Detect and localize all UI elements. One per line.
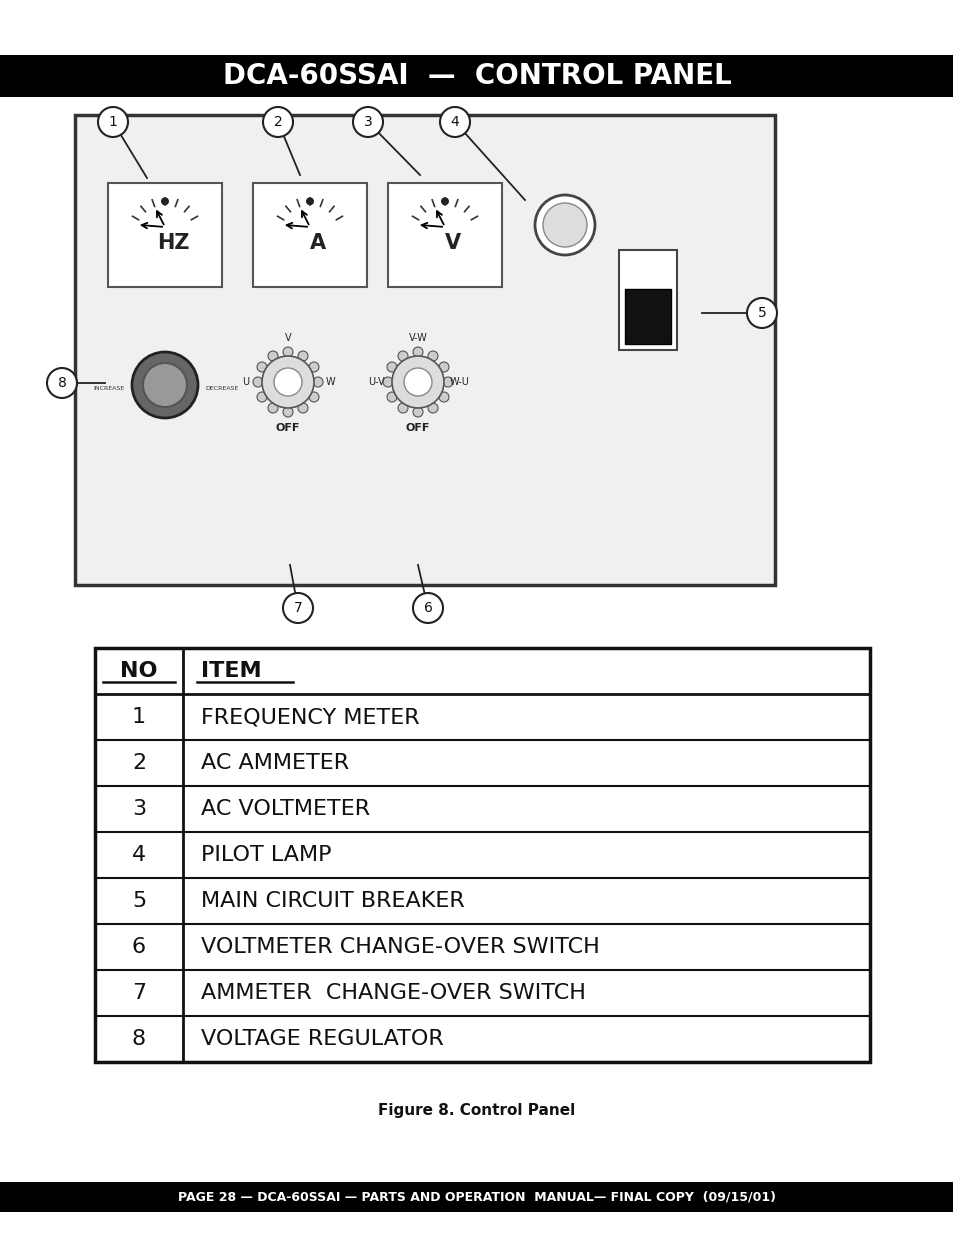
Circle shape — [440, 198, 449, 205]
Circle shape — [274, 368, 302, 396]
Text: 4: 4 — [132, 845, 146, 864]
Circle shape — [442, 377, 453, 387]
Bar — [253, 183, 367, 287]
Circle shape — [297, 351, 308, 361]
Text: W: W — [325, 377, 335, 387]
Bar — [618, 249, 677, 350]
Bar — [75, 115, 774, 585]
Text: AC AMMETER: AC AMMETER — [201, 753, 349, 773]
Text: DECREASE: DECREASE — [205, 385, 238, 390]
Text: 7: 7 — [294, 601, 302, 615]
Circle shape — [283, 408, 293, 417]
Circle shape — [297, 403, 308, 412]
Circle shape — [535, 195, 595, 254]
Circle shape — [413, 347, 422, 357]
Text: V: V — [444, 233, 460, 253]
Circle shape — [428, 351, 437, 361]
Circle shape — [353, 107, 382, 137]
Text: DCA-60SSAI  —  CONTROL PANEL: DCA-60SSAI — CONTROL PANEL — [222, 62, 731, 90]
Circle shape — [132, 352, 198, 417]
Circle shape — [413, 408, 422, 417]
Text: MAIN CIRCUIT BREAKER: MAIN CIRCUIT BREAKER — [201, 890, 464, 911]
Text: W-U: W-U — [450, 377, 470, 387]
Circle shape — [143, 363, 187, 408]
Circle shape — [253, 377, 263, 387]
Circle shape — [392, 356, 443, 408]
Text: ITEM: ITEM — [201, 661, 261, 680]
Circle shape — [306, 198, 314, 205]
Circle shape — [413, 593, 442, 622]
Text: FREQUENCY METER: FREQUENCY METER — [201, 706, 419, 727]
Circle shape — [387, 362, 396, 372]
Circle shape — [268, 403, 277, 412]
Text: U-V: U-V — [367, 377, 384, 387]
Text: NO: NO — [120, 661, 157, 680]
Text: VOLTMETER CHANGE-OVER SWITCH: VOLTMETER CHANGE-OVER SWITCH — [201, 937, 599, 957]
Circle shape — [397, 403, 408, 412]
Text: 1: 1 — [132, 706, 146, 727]
Text: PILOT LAMP: PILOT LAMP — [201, 845, 331, 864]
Circle shape — [438, 391, 449, 403]
Circle shape — [47, 368, 77, 398]
Text: OFF: OFF — [405, 424, 430, 433]
Circle shape — [283, 347, 293, 357]
Circle shape — [542, 203, 586, 247]
Text: 1: 1 — [109, 115, 117, 128]
Text: 3: 3 — [363, 115, 372, 128]
Circle shape — [283, 593, 313, 622]
Text: 2: 2 — [274, 115, 282, 128]
Circle shape — [161, 198, 169, 205]
Text: AC VOLTMETER: AC VOLTMETER — [201, 799, 370, 819]
Text: 5: 5 — [132, 890, 146, 911]
Circle shape — [262, 356, 314, 408]
Text: 4: 4 — [450, 115, 459, 128]
Text: VOLTAGE REGULATOR: VOLTAGE REGULATOR — [201, 1029, 443, 1049]
Text: INCREASE: INCREASE — [93, 385, 125, 390]
Circle shape — [268, 351, 277, 361]
Circle shape — [256, 391, 267, 403]
Circle shape — [746, 298, 776, 329]
Text: 8: 8 — [57, 375, 67, 390]
Text: 6: 6 — [132, 937, 146, 957]
Text: PAGE 28 — DCA-60SSAI — PARTS AND OPERATION  MANUAL— FINAL COPY  (09/15/01): PAGE 28 — DCA-60SSAI — PARTS AND OPERATI… — [178, 1191, 775, 1203]
Bar — [108, 183, 222, 287]
Text: 5: 5 — [757, 306, 765, 320]
Text: 2: 2 — [132, 753, 146, 773]
Text: 8: 8 — [132, 1029, 146, 1049]
Circle shape — [98, 107, 128, 137]
Circle shape — [263, 107, 293, 137]
Text: 3: 3 — [132, 799, 146, 819]
Text: 7: 7 — [132, 983, 146, 1003]
Circle shape — [256, 362, 267, 372]
Text: 6: 6 — [423, 601, 432, 615]
Circle shape — [428, 403, 437, 412]
Circle shape — [439, 107, 470, 137]
Text: A: A — [310, 233, 326, 253]
Bar — [0, 56, 953, 98]
Text: U: U — [242, 377, 250, 387]
Text: AMMETER  CHANGE-OVER SWITCH: AMMETER CHANGE-OVER SWITCH — [201, 983, 585, 1003]
Circle shape — [313, 377, 323, 387]
Bar — [387, 183, 501, 287]
Bar — [0, 1182, 953, 1212]
Bar — [624, 289, 670, 345]
Text: HZ: HZ — [156, 233, 189, 253]
Text: Figure 8. Control Panel: Figure 8. Control Panel — [378, 1103, 575, 1118]
Text: V: V — [284, 333, 291, 343]
Text: V-W: V-W — [408, 333, 427, 343]
Circle shape — [309, 391, 318, 403]
Circle shape — [387, 391, 396, 403]
Circle shape — [438, 362, 449, 372]
Circle shape — [309, 362, 318, 372]
Circle shape — [403, 368, 432, 396]
Circle shape — [397, 351, 408, 361]
Bar — [95, 648, 869, 1062]
Circle shape — [382, 377, 393, 387]
Text: OFF: OFF — [275, 424, 300, 433]
